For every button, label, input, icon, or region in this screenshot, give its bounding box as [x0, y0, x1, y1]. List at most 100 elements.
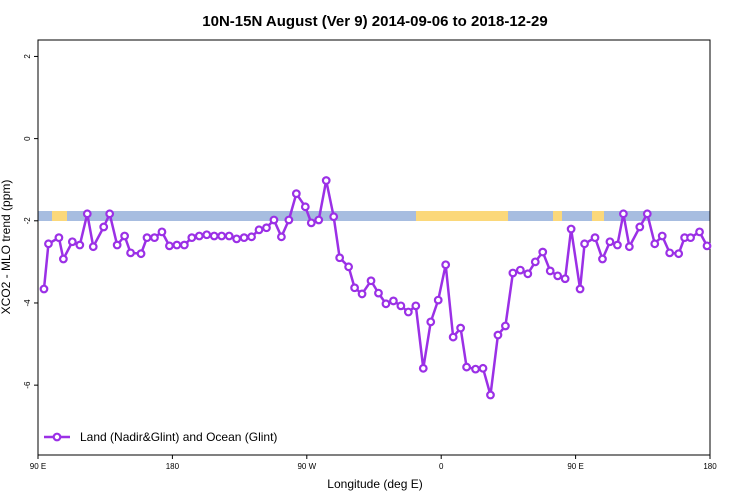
series-marker — [530, 257, 540, 267]
series-marker — [202, 230, 212, 240]
series-marker — [493, 330, 503, 340]
series-marker — [232, 234, 242, 244]
series-marker — [695, 227, 704, 237]
series-marker — [650, 239, 660, 249]
series-marker — [58, 254, 68, 264]
series-marker — [486, 390, 495, 400]
y-tick-label: -2 — [23, 217, 32, 225]
series-marker — [165, 241, 174, 251]
land-patch — [592, 211, 604, 221]
series-marker — [515, 265, 525, 275]
series-marker — [403, 307, 413, 317]
x-tick-label: 90 E — [567, 462, 583, 471]
legend-marker — [52, 432, 62, 442]
land-patch — [52, 211, 67, 221]
series-marker — [674, 249, 684, 259]
y-tick-label: -4 — [23, 299, 32, 307]
chart-title: 10N-15N August (Ver 9) 2014-09-06 to 201… — [202, 13, 547, 30]
series-marker — [590, 233, 600, 243]
series-marker — [321, 176, 331, 185]
series-marker — [389, 296, 398, 306]
series-marker — [209, 231, 219, 241]
series-marker — [396, 301, 406, 311]
y-tick-label: -6 — [23, 381, 32, 389]
series-marker — [136, 249, 146, 259]
series-marker — [88, 242, 98, 252]
series-marker — [44, 239, 53, 249]
series-marker — [277, 232, 286, 242]
series-marker — [284, 215, 294, 225]
series-marker — [381, 299, 391, 309]
series-marker — [239, 233, 249, 243]
series-marker — [456, 323, 466, 333]
series-marker — [54, 233, 64, 243]
series-marker — [665, 248, 675, 258]
series-marker — [411, 301, 421, 311]
series-marker — [99, 222, 109, 232]
series-marker — [374, 288, 383, 298]
series-marker — [75, 240, 85, 250]
series-marker — [194, 231, 204, 241]
x-tick-label: 180 — [703, 462, 717, 471]
series-marker — [613, 240, 622, 250]
series-marker — [624, 242, 634, 252]
series-marker — [478, 363, 488, 373]
series-marker — [217, 231, 227, 241]
series-marker — [366, 276, 376, 286]
series-marker — [39, 284, 49, 294]
series-marker — [553, 271, 563, 281]
series-marker — [635, 222, 645, 232]
series-marker — [150, 233, 159, 243]
series-marker — [426, 317, 436, 327]
y-axis-label: XCO2 - MLO trend (ppm) — [0, 180, 13, 315]
series-marker — [508, 268, 518, 278]
series-marker — [314, 215, 324, 225]
series-marker — [350, 283, 359, 293]
series-marker — [172, 240, 182, 250]
series-marker — [657, 231, 667, 241]
x-tick-label: 90 E — [30, 462, 46, 471]
series-marker — [605, 237, 615, 247]
series-marker — [686, 233, 695, 243]
series-marker — [538, 247, 548, 257]
series-marker — [335, 253, 345, 263]
series-marker — [575, 284, 585, 294]
series-marker — [187, 233, 197, 243]
series-marker — [702, 241, 712, 251]
series-marker — [300, 202, 310, 212]
series-marker — [142, 233, 152, 243]
series-marker — [157, 227, 167, 237]
series-marker — [120, 231, 130, 241]
series-marker — [580, 239, 589, 249]
series-marker — [418, 363, 428, 373]
series-marker — [501, 321, 510, 331]
land-ocean-band — [38, 211, 710, 221]
series-marker — [291, 189, 301, 199]
series-marker — [67, 237, 77, 247]
series-marker — [545, 266, 555, 276]
series-marker — [471, 364, 480, 374]
x-tick-label: 180 — [166, 462, 180, 471]
land-patch — [553, 211, 562, 221]
series-marker — [566, 224, 576, 234]
series-marker — [105, 209, 115, 219]
series-marker — [269, 215, 279, 225]
y-tick-label: 2 — [23, 54, 32, 59]
x-axis-label: Longitude (deg E) — [327, 477, 422, 491]
series-marker — [462, 362, 471, 372]
series-marker — [112, 240, 122, 250]
series-marker — [247, 232, 256, 242]
x-tick-label: 0 — [439, 462, 444, 471]
series-marker — [306, 218, 316, 228]
series-marker — [344, 262, 354, 272]
series-marker — [618, 209, 628, 219]
series-marker — [642, 209, 652, 219]
series-marker — [126, 248, 135, 258]
series-marker — [82, 209, 92, 219]
series-marker — [262, 223, 271, 233]
x-tick-label: 90 W — [297, 462, 316, 471]
series-marker — [560, 274, 570, 284]
series-marker — [254, 225, 264, 235]
series-marker — [329, 212, 339, 222]
